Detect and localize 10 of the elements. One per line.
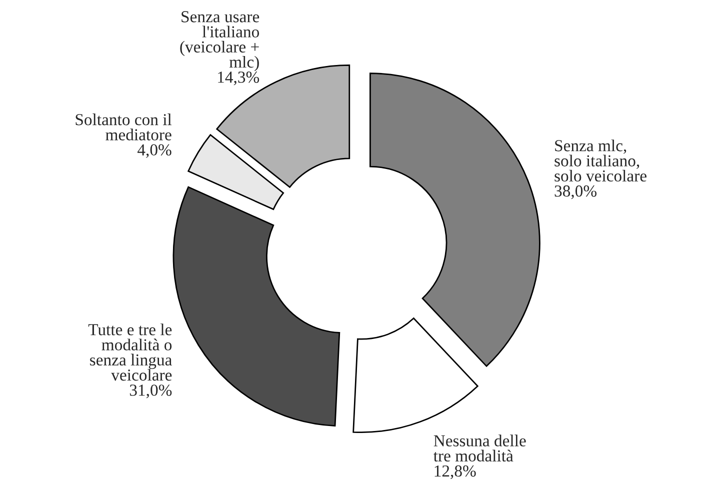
slice-label: Senza usare l'italiano (veicolare + mlc) [180,11,260,72]
slice-label: Nessuna delle tre modalità [434,434,526,462]
data-label: 12,8% [434,465,476,480]
slice-label: Senza mlc, solo italiano, solo veicolare [554,140,646,182]
data-label: 31,0% [130,384,172,398]
data-label: 14,3% [218,72,260,86]
slice-label: Soltanto con il mediatore [76,114,172,140]
slice-label: Tutte e tre le modalità o senza lingua veicolare [88,324,172,381]
data-label: 38,0% [554,185,597,200]
data-label: 4,0% [138,144,172,158]
